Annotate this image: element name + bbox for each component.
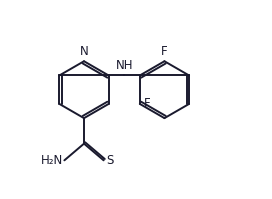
- Text: S: S: [106, 154, 113, 167]
- Text: N: N: [80, 45, 88, 58]
- Text: H₂N: H₂N: [41, 154, 63, 167]
- Text: F: F: [144, 98, 151, 110]
- Text: NH: NH: [116, 59, 133, 72]
- Text: F: F: [161, 45, 168, 58]
